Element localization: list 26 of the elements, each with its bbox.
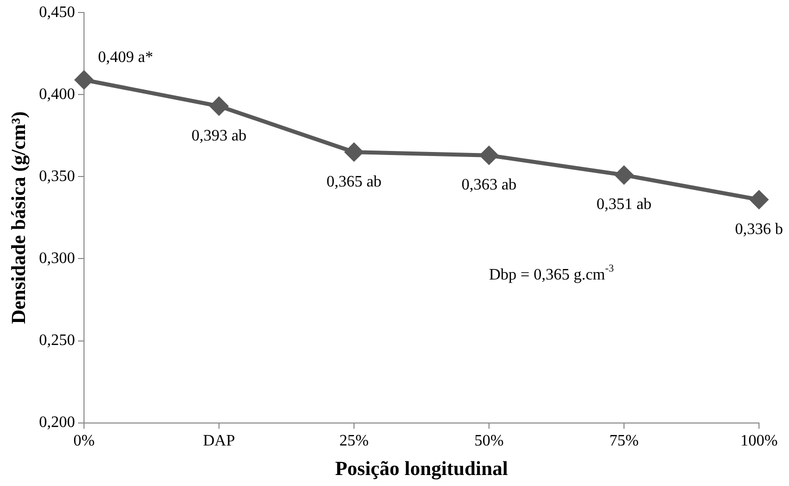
y-tick-label: 0,400 — [39, 86, 75, 103]
y-tick-label: 0,350 — [39, 168, 75, 185]
y-axis-title: Densidade básica (g/cm³) — [8, 111, 30, 324]
y-tick-label: 0,250 — [39, 332, 75, 349]
data-label: 0,409 a* — [98, 49, 154, 66]
x-tick-label: 0% — [73, 432, 95, 450]
point — [210, 97, 228, 116]
point — [480, 146, 498, 164]
point — [750, 190, 768, 209]
x-tick-label: DAP — [202, 432, 236, 450]
data-label: 0,363 ab — [461, 176, 517, 194]
data-label: 0,351 ab — [596, 196, 652, 214]
data-label: 0,365 ab — [326, 173, 382, 190]
x-axis-title: Posição longitudinal — [335, 458, 508, 480]
y-tick-label: 0,200 — [39, 414, 75, 432]
x-tick-label: 25% — [339, 432, 369, 450]
point — [615, 166, 633, 184]
x-tick-label: 50% — [474, 432, 504, 450]
x-tick-label: 100% — [740, 432, 778, 450]
y-tick-label: 0,450 — [39, 4, 75, 21]
x-tick-label: 75% — [609, 432, 639, 450]
point — [75, 70, 93, 89]
point — [345, 143, 363, 162]
y-tick-label: 0,300 — [39, 250, 75, 267]
data-label: 0,336 b — [735, 220, 783, 238]
data-label: 0,393 ab — [191, 127, 247, 144]
